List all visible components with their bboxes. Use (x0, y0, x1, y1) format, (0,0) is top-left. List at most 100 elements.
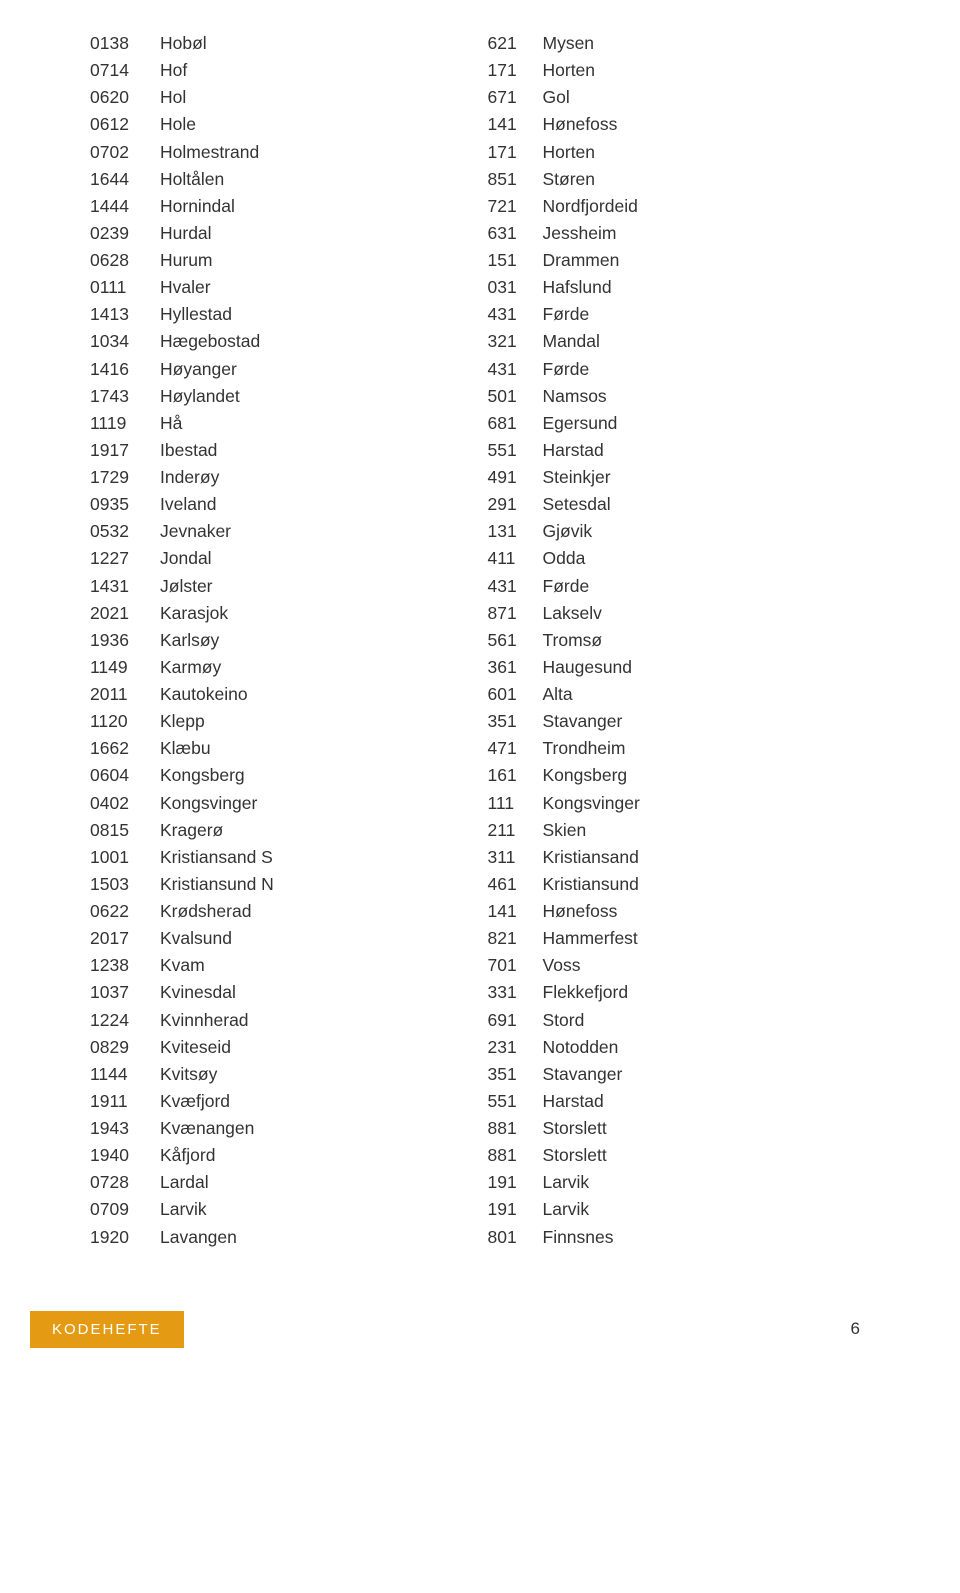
table-row: 0402Kongsvinger111Kongsvinger (90, 790, 870, 817)
code-left: 0620 (90, 84, 160, 111)
name-right: Kongsvinger (543, 790, 871, 817)
name-left: Kvinesdal (160, 979, 488, 1006)
table-row: 1001Kristiansand S311Kristiansand (90, 844, 870, 871)
name-right: Mandal (543, 328, 871, 355)
code-right: 631 (488, 220, 543, 247)
code-left: 1444 (90, 193, 160, 220)
name-right: Stord (543, 1007, 871, 1034)
code-left: 0612 (90, 111, 160, 138)
table-row: 0620Hol671Gol (90, 84, 870, 111)
table-row: 0815Kragerø211Skien (90, 817, 870, 844)
code-right: 551 (488, 1088, 543, 1115)
code-left: 1144 (90, 1061, 160, 1088)
code-left: 1644 (90, 166, 160, 193)
name-left: Kautokeino (160, 681, 488, 708)
code-right: 491 (488, 464, 543, 491)
code-right: 031 (488, 274, 543, 301)
code-left: 1943 (90, 1115, 160, 1142)
name-left: Holtålen (160, 166, 488, 193)
code-left: 1662 (90, 735, 160, 762)
code-left: 0714 (90, 57, 160, 84)
code-right: 691 (488, 1007, 543, 1034)
name-right: Kongsberg (543, 762, 871, 789)
code-left: 1149 (90, 654, 160, 681)
name-left: Kvæfjord (160, 1088, 488, 1115)
name-left: Hobøl (160, 30, 488, 57)
name-left: Kragerø (160, 817, 488, 844)
name-left: Høyanger (160, 356, 488, 383)
code-right: 361 (488, 654, 543, 681)
name-right: Horten (543, 139, 871, 166)
code-right: 551 (488, 437, 543, 464)
code-right: 431 (488, 356, 543, 383)
name-left: Lavangen (160, 1224, 488, 1251)
code-left: 1037 (90, 979, 160, 1006)
page-number: 6 (851, 1319, 870, 1339)
table-row: 1940Kåfjord881Storslett (90, 1142, 870, 1169)
table-row: 1149Karmøy361Haugesund (90, 654, 870, 681)
name-right: Setesdal (543, 491, 871, 518)
code-right: 881 (488, 1115, 543, 1142)
code-left: 0622 (90, 898, 160, 925)
code-left: 1416 (90, 356, 160, 383)
name-right: Namsos (543, 383, 871, 410)
code-left: 0239 (90, 220, 160, 247)
code-left: 0532 (90, 518, 160, 545)
table-row: 2021Karasjok871Lakselv (90, 600, 870, 627)
code-left: 0709 (90, 1196, 160, 1223)
name-left: Kvam (160, 952, 488, 979)
page: 0138Hobøl621Mysen0714Hof171Horten0620Hol… (0, 0, 960, 1368)
code-left: 1503 (90, 871, 160, 898)
table-row: 2011Kautokeino601Alta (90, 681, 870, 708)
code-right: 191 (488, 1169, 543, 1196)
name-right: Flekkefjord (543, 979, 871, 1006)
name-left: Kvalsund (160, 925, 488, 952)
table-row: 1911Kvæfjord551Harstad (90, 1088, 870, 1115)
code-right: 191 (488, 1196, 543, 1223)
name-left: Hurdal (160, 220, 488, 247)
table-row: 0728Lardal191Larvik (90, 1169, 870, 1196)
code-left: 1940 (90, 1142, 160, 1169)
code-left: 0138 (90, 30, 160, 57)
code-right: 131 (488, 518, 543, 545)
code-left: 0111 (90, 274, 160, 301)
code-left: 0728 (90, 1169, 160, 1196)
name-left: Jevnaker (160, 518, 488, 545)
name-left: Karmøy (160, 654, 488, 681)
table-row: 1943Kvænangen881Storslett (90, 1115, 870, 1142)
code-right: 471 (488, 735, 543, 762)
table-row: 0709Larvik191Larvik (90, 1196, 870, 1223)
table-row: 0702Holmestrand171Horten (90, 139, 870, 166)
code-right: 431 (488, 301, 543, 328)
name-right: Voss (543, 952, 871, 979)
code-right: 351 (488, 1061, 543, 1088)
name-right: Odda (543, 545, 871, 572)
code-left: 1120 (90, 708, 160, 735)
table-row: 1144Kvitsøy351Stavanger (90, 1061, 870, 1088)
name-right: Alta (543, 681, 871, 708)
code-right: 141 (488, 111, 543, 138)
name-right: Larvik (543, 1196, 871, 1223)
code-right: 171 (488, 139, 543, 166)
table-row: 1920Lavangen801Finnsnes (90, 1224, 870, 1251)
code-left: 2011 (90, 681, 160, 708)
code-left: 2021 (90, 600, 160, 627)
code-right: 681 (488, 410, 543, 437)
name-left: Kviteseid (160, 1034, 488, 1061)
code-right: 311 (488, 844, 543, 871)
table-row: 1444Hornindal721Nordfjordeid (90, 193, 870, 220)
name-right: Stavanger (543, 708, 871, 735)
code-right: 561 (488, 627, 543, 654)
name-right: Egersund (543, 410, 871, 437)
name-left: Kristiansund N (160, 871, 488, 898)
name-left: Hurum (160, 247, 488, 274)
code-left: 1227 (90, 545, 160, 572)
code-left: 1238 (90, 952, 160, 979)
name-left: Hægebostad (160, 328, 488, 355)
code-left: 2017 (90, 925, 160, 952)
name-left: Høylandet (160, 383, 488, 410)
name-right: Notodden (543, 1034, 871, 1061)
name-right: Skien (543, 817, 871, 844)
code-left: 1119 (90, 410, 160, 437)
name-left: Karasjok (160, 600, 488, 627)
